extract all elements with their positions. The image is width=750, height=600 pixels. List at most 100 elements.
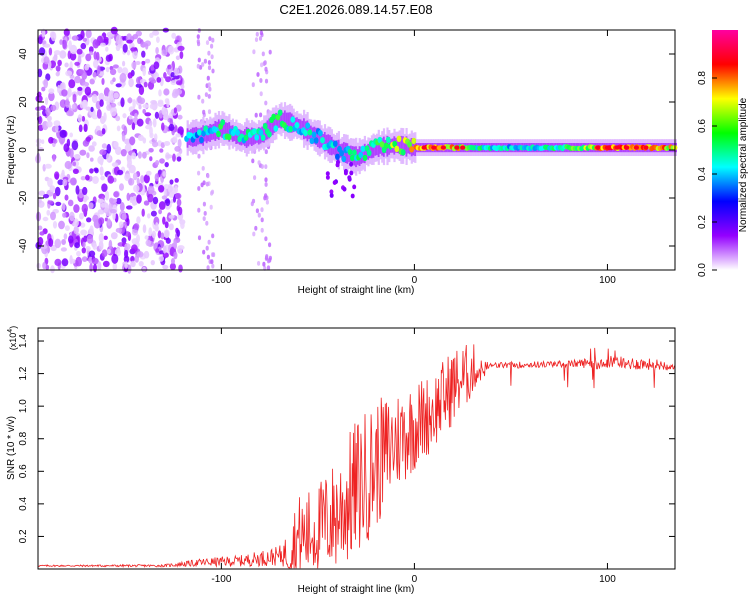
scatter-blob [211, 263, 215, 269]
noise-blob [91, 257, 99, 265]
noise-blob [73, 226, 79, 235]
noise-blob [108, 239, 113, 250]
ridge-blob [216, 130, 221, 138]
scatter-blob [264, 193, 268, 199]
noise-blob [154, 111, 159, 119]
scatter-blob [211, 233, 215, 239]
scatter-blob [259, 91, 263, 97]
noise-blob [171, 258, 175, 265]
ridge-halo-inner [346, 143, 349, 164]
noise-blob [85, 174, 90, 181]
ridge-blob [220, 119, 226, 126]
straggle-blob [329, 193, 334, 198]
noise-blob [173, 240, 178, 249]
noise-blob [131, 244, 138, 253]
straggle-blob [329, 189, 334, 195]
noise-blob [164, 230, 170, 238]
ridge-blob [409, 146, 415, 153]
noise-blob [65, 98, 70, 108]
ridge-halo-inner [198, 128, 201, 144]
scatter-blob [206, 75, 210, 81]
noise-blob [127, 72, 133, 79]
noise-blob [118, 221, 124, 229]
noise-blob [136, 251, 144, 258]
scatter-blob [207, 65, 212, 71]
noise-blob [68, 79, 76, 89]
noise-blob [156, 77, 162, 83]
ridge-halo-inner [226, 122, 229, 140]
noise-blob [89, 78, 95, 85]
noise-blob [151, 230, 156, 239]
noise-blob [57, 84, 61, 94]
noise-blob [52, 154, 56, 162]
noise-blob [109, 197, 114, 204]
noise-blob [91, 141, 97, 147]
noise-blob [82, 186, 88, 196]
noise-blob [124, 138, 131, 145]
noise-blob [168, 123, 175, 132]
noise-blob [83, 197, 87, 203]
y-tick-label: 1.2 [18, 366, 29, 380]
noise-blob [174, 185, 179, 194]
noise-blob [69, 211, 75, 222]
noise-blob [175, 104, 182, 112]
noise-blob [39, 231, 45, 236]
ridge-blob [254, 134, 260, 141]
noise-blob [86, 217, 92, 223]
noise-blob [153, 61, 160, 70]
noise-blob [164, 98, 169, 104]
noise-blob [115, 34, 122, 45]
noise-blob [111, 253, 119, 264]
noise-blob [97, 65, 101, 75]
scatter-blob [202, 201, 206, 207]
scatter-blob [197, 94, 201, 100]
noise-blob [107, 175, 115, 184]
noise-blob [110, 26, 118, 35]
colorbar-tick-label: 0.2 [697, 215, 708, 229]
noise-blob [164, 162, 169, 168]
noise-blob [126, 49, 131, 56]
noise-blob [67, 199, 74, 207]
noise-blob [152, 30, 160, 36]
noise-blob [130, 47, 138, 52]
ridge-blob [201, 130, 207, 137]
noise-blob [81, 71, 88, 80]
noise-blob [173, 107, 177, 114]
noise-blob [38, 190, 46, 196]
noise-blob [89, 168, 94, 174]
noise-blob [52, 221, 58, 229]
ridge-halo-inner [224, 122, 228, 138]
noise-blob [82, 37, 88, 42]
noise-blob [152, 196, 159, 205]
noise-blob [142, 104, 149, 109]
noise-blob [150, 260, 155, 266]
ridge-peak [633, 145, 640, 150]
ridge-blob [271, 113, 277, 121]
noise-blob [169, 179, 174, 185]
noise-blob [97, 198, 104, 204]
noise-blob [121, 237, 127, 244]
ridge-halo-inner [315, 127, 318, 145]
noise-blob [167, 45, 175, 55]
noise-blob [73, 218, 79, 228]
ridge-blob [349, 154, 355, 162]
noise-blob [120, 149, 127, 157]
noise-blob [61, 89, 68, 97]
scatter-blob [205, 181, 209, 187]
noise-blob [162, 113, 169, 121]
noise-blob [161, 195, 168, 200]
noise-blob [170, 80, 177, 86]
noise-blob [54, 258, 62, 266]
ridge-halo-inner [263, 123, 266, 143]
noise-blob [101, 249, 108, 257]
scatter-blob [253, 175, 257, 181]
noise-blob [47, 200, 54, 205]
noise-blob [121, 213, 127, 221]
ridge-halo-inner [402, 136, 405, 156]
noise-blob [37, 225, 43, 231]
straggle-blob [349, 161, 354, 167]
noise-blob [77, 86, 83, 91]
ridge-blob [252, 128, 257, 135]
noise-blob [177, 114, 183, 120]
